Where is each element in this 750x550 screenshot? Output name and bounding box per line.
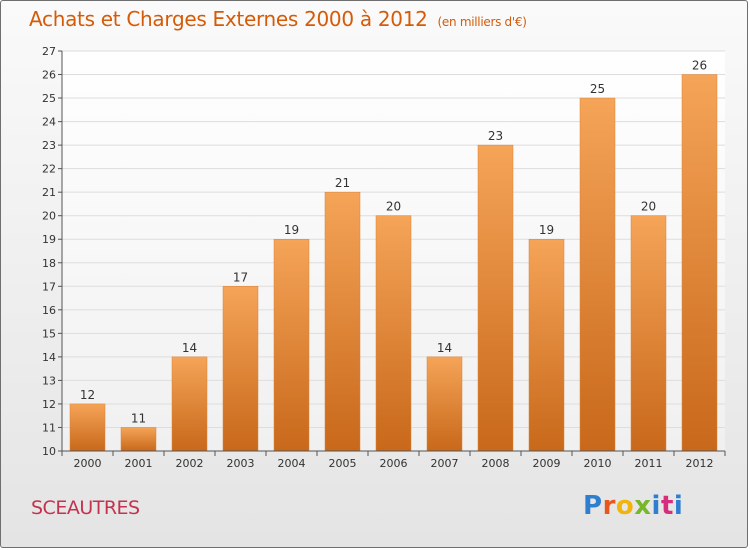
- title-text: Achats et Charges Externes 2000 à 2012: [29, 7, 428, 31]
- logo-letter: t: [660, 491, 674, 521]
- y-tick-label: 19: [42, 233, 56, 246]
- bar: [171, 356, 208, 452]
- x-tick-label: 2001: [125, 457, 153, 470]
- y-tick-label: 20: [42, 210, 56, 223]
- x-tick-label: 2006: [380, 457, 408, 470]
- chart-subtitle: (en milliers d'€): [437, 15, 527, 29]
- bar-value-label: 23: [488, 129, 503, 143]
- y-tick-label: 12: [42, 398, 56, 411]
- x-tick-label: 2012: [686, 457, 714, 470]
- bar: [579, 97, 616, 452]
- bar: [222, 286, 259, 452]
- bar-value-label: 19: [539, 223, 554, 237]
- y-tick-label: 18: [42, 257, 56, 270]
- proxiti-logo: Proxiti: [583, 491, 683, 521]
- x-tick-label: 2010: [584, 457, 612, 470]
- bar: [528, 238, 565, 452]
- x-tick-label: 2005: [329, 457, 357, 470]
- y-tick-label: 13: [42, 374, 56, 387]
- bar-value-label: 25: [590, 82, 605, 96]
- logo-letter: i: [651, 491, 661, 521]
- y-tick-label: 15: [42, 327, 56, 340]
- y-tick-label: 23: [42, 139, 56, 152]
- bar-value-label: 20: [641, 200, 656, 214]
- logo-letter: x: [634, 491, 652, 521]
- y-tick-label: 27: [42, 45, 56, 58]
- logo-letter: o: [615, 491, 635, 521]
- bar: [426, 356, 463, 452]
- bar: [273, 238, 310, 452]
- bar: [630, 215, 667, 452]
- x-tick-label: 2003: [227, 457, 255, 470]
- city-name: SCEAUTRES: [31, 497, 140, 519]
- bar-value-label: 17: [233, 270, 248, 284]
- y-tick-label: 16: [42, 304, 56, 317]
- logo-letter: r: [602, 491, 616, 521]
- chart-title: Achats et Charges Externes 2000 à 2012 (e…: [29, 7, 527, 37]
- x-tick-label: 2009: [533, 457, 561, 470]
- logo-letter: P: [583, 491, 603, 521]
- bar-value-label: 12: [80, 388, 95, 402]
- y-tick-label: 21: [42, 186, 56, 199]
- bar-value-label: 19: [284, 223, 299, 237]
- y-tick-label: 22: [42, 163, 56, 176]
- bar: [375, 215, 412, 452]
- x-tick-label: 2011: [635, 457, 663, 470]
- y-tick-label: 24: [42, 116, 56, 129]
- x-tick-label: 2000: [74, 457, 102, 470]
- y-tick-label: 14: [42, 351, 56, 364]
- bar: [69, 403, 106, 452]
- labels: 10 11 12 13 14 15 16 17 18 19 20 21 22 23 24 25 26 27 12 20…: [42, 45, 714, 470]
- bar: [324, 191, 361, 452]
- bar-value-label: 14: [437, 341, 452, 355]
- axes: [58, 50, 726, 456]
- bar-value-label: 26: [692, 59, 707, 73]
- y-tick-label: 10: [42, 445, 56, 458]
- bars: [69, 74, 718, 452]
- x-tick-label: 2004: [278, 457, 306, 470]
- bar-value-label: 21: [335, 176, 350, 190]
- bar: [120, 427, 157, 452]
- bar: [681, 74, 718, 452]
- bar: [477, 144, 514, 452]
- bar-value-label: 11: [131, 411, 146, 425]
- y-tick-label: 26: [42, 69, 56, 82]
- bar-value-label: 14: [182, 341, 197, 355]
- y-tick-label: 25: [42, 92, 56, 105]
- bar-value-label: 20: [386, 200, 401, 214]
- x-tick-label: 2002: [176, 457, 204, 470]
- x-tick-label: 2008: [482, 457, 510, 470]
- y-tick-label: 17: [42, 280, 56, 293]
- logo-letter: i: [673, 491, 684, 521]
- x-tick-label: 2007: [431, 457, 459, 470]
- y-tick-label: 11: [42, 421, 56, 434]
